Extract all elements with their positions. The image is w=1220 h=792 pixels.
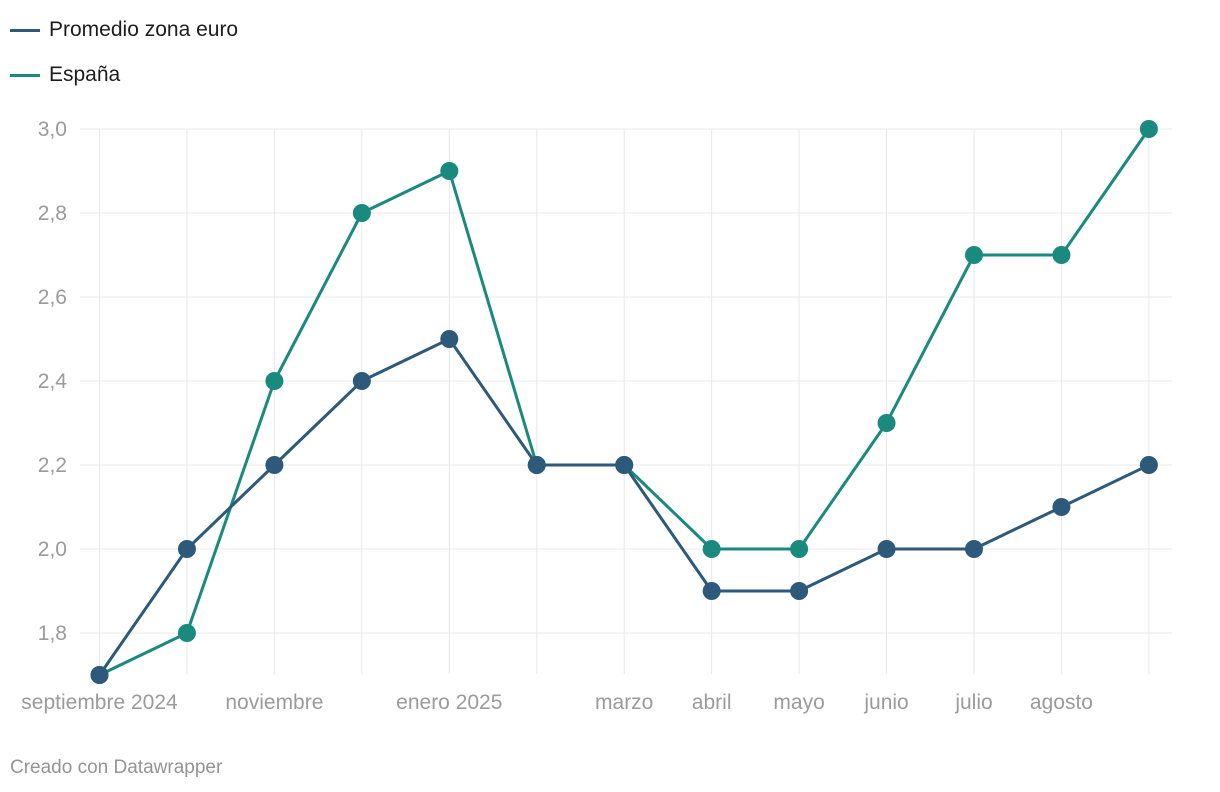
data-point-espana[interactable] — [1052, 246, 1071, 264]
data-point-espana[interactable] — [790, 540, 809, 558]
data-point-espana[interactable] — [440, 162, 459, 180]
data-point-promedio-zona-euro[interactable] — [877, 540, 896, 558]
data-point-promedio-zona-euro[interactable] — [702, 582, 721, 600]
data-point-espana[interactable] — [877, 414, 896, 432]
data-point-promedio-zona-euro[interactable] — [90, 666, 109, 684]
data-point-espana[interactable] — [352, 204, 371, 222]
x-axis-tick-label: septiembre 2024 — [21, 691, 178, 714]
legend-item-promedio-zona-euro: Promedio zona euro — [10, 18, 238, 42]
data-point-espana[interactable] — [177, 624, 196, 642]
x-axis-tick-label: mayo — [773, 691, 824, 714]
y-axis-tick-label: 3,0 — [38, 118, 67, 141]
x-axis-tick-label: noviembre — [225, 691, 323, 714]
data-point-espana[interactable] — [1139, 120, 1158, 138]
legend-label-promedio: Promedio zona euro — [49, 18, 239, 41]
y-axis-tick-label: 2,6 — [38, 286, 67, 309]
legend: Promedio zona euro España — [10, 18, 238, 108]
legend-line-swatch-promedio — [10, 28, 40, 32]
data-point-promedio-zona-euro[interactable] — [265, 456, 284, 474]
data-point-promedio-zona-euro[interactable] — [1052, 498, 1071, 516]
line-chart-canvas: 1,8 2,0 2,2 2,4 2,6 2,8 3,0 septiembre 2024 novi… — [21, 118, 1172, 714]
data-point-promedio-zona-euro[interactable] — [790, 582, 809, 600]
data-point-promedio-zona-euro[interactable] — [615, 456, 634, 474]
legend-item-espana: España — [10, 63, 238, 87]
data-point-promedio-zona-euro[interactable] — [352, 372, 371, 390]
data-point-espana[interactable] — [965, 246, 983, 264]
x-axis-tick-label: agosto — [1030, 691, 1093, 714]
data-point-espana[interactable] — [702, 540, 721, 558]
legend-line-swatch-espana — [10, 73, 40, 77]
x-axis-tick-label: julio — [954, 691, 992, 714]
data-point-promedio-zona-euro[interactable] — [965, 540, 983, 558]
data-point-promedio-zona-euro[interactable] — [177, 540, 196, 558]
data-point-promedio-zona-euro[interactable] — [527, 456, 546, 474]
data-point-promedio-zona-euro[interactable] — [1139, 456, 1158, 474]
legend-label-espana: España — [49, 63, 121, 86]
x-axis-tick-label: abril — [692, 691, 732, 714]
x-axis-tick-label: junio — [863, 691, 908, 714]
y-axis-tick-label: 2,4 — [38, 370, 68, 393]
y-axis-tick-label: 2,2 — [38, 454, 67, 477]
x-axis-tick-label: enero 2025 — [396, 691, 502, 714]
y-axis-tick-label: 2,0 — [38, 538, 67, 561]
datawrapper-credit: Creado con Datawrapper — [10, 757, 223, 778]
x-axis-tick-label: marzo — [595, 691, 653, 714]
y-axis-tick-label: 1,8 — [38, 622, 67, 645]
y-axis-tick-label: 2,8 — [38, 202, 67, 225]
data-point-promedio-zona-euro[interactable] — [440, 330, 459, 348]
data-point-espana[interactable] — [265, 372, 284, 390]
